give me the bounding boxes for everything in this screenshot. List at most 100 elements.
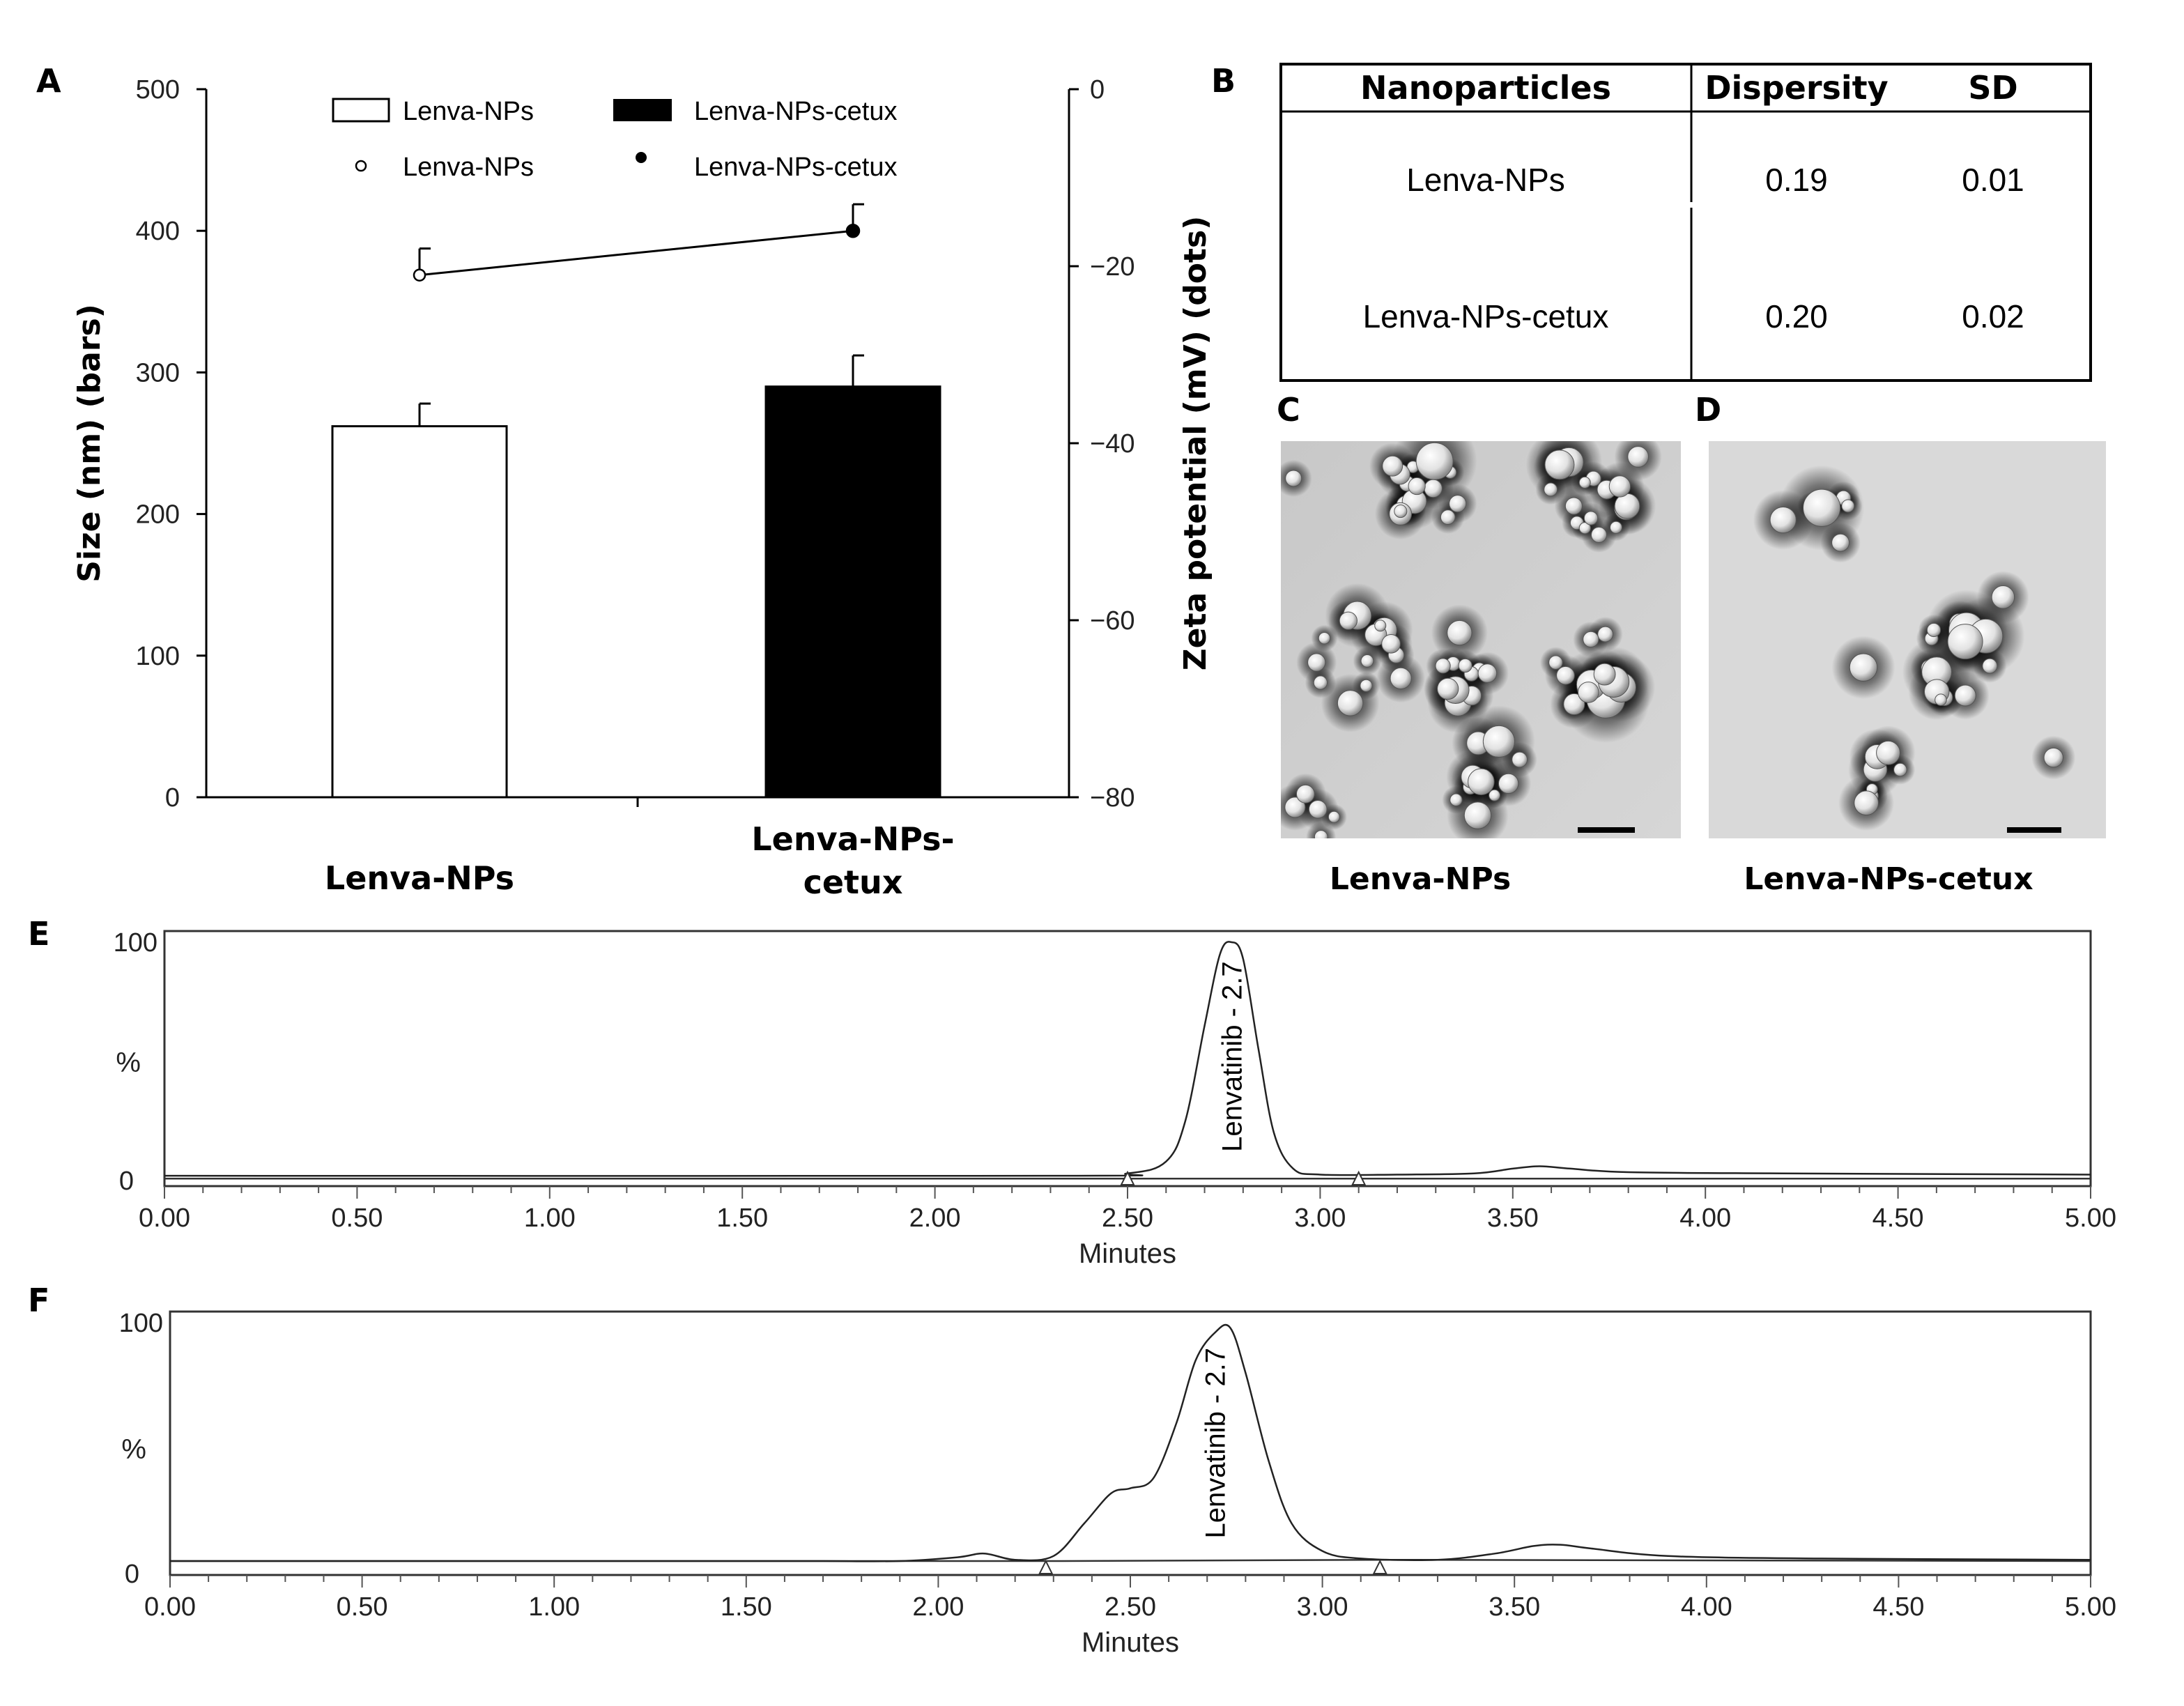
y-tick-label-100: 100 xyxy=(114,928,157,958)
particle xyxy=(1449,495,1467,513)
micrograph-lenva-nps-cetux xyxy=(1709,441,2106,838)
y-axis-title: % xyxy=(116,1047,141,1078)
particle xyxy=(1926,622,1941,638)
particle xyxy=(1449,793,1463,806)
particle xyxy=(1458,658,1472,673)
particle xyxy=(1556,666,1575,685)
integration-marker xyxy=(1120,1170,1135,1185)
particle xyxy=(1435,658,1451,674)
peak-label: Lenvatinib - 2.7 xyxy=(1217,961,1247,1152)
particle xyxy=(1394,505,1408,518)
particle xyxy=(1314,830,1328,838)
particle xyxy=(1437,677,1459,700)
particle xyxy=(1947,624,1983,660)
particle xyxy=(1328,810,1340,823)
x-tick-label: 4.00 xyxy=(1681,1592,1732,1622)
particle xyxy=(1854,790,1879,816)
x-tick-label: 4.50 xyxy=(1872,1204,1924,1233)
particle xyxy=(1477,663,1498,683)
table-cell-row2-dispersity: 0.20 xyxy=(1765,298,1828,335)
zeta-connector-line xyxy=(419,229,854,277)
scale-bar-d xyxy=(2007,827,2061,833)
x-tick-label: 3.00 xyxy=(1294,1204,1346,1233)
particle xyxy=(1489,789,1501,801)
particle xyxy=(1577,682,1599,703)
particle xyxy=(1482,725,1515,758)
table-header-nanoparticles: Nanoparticles xyxy=(1360,69,1611,107)
particle xyxy=(1295,784,1315,804)
y-tick-label-0: 0 xyxy=(125,1560,139,1589)
x-tick-label: 3.50 xyxy=(1489,1592,1540,1622)
panel-label-f: F xyxy=(28,1282,49,1319)
particle xyxy=(1982,658,1998,674)
particle xyxy=(1841,499,1855,513)
particle xyxy=(1578,522,1591,535)
right-y-tick-label: 0 xyxy=(1090,75,1105,105)
particle xyxy=(1390,667,1412,690)
particle xyxy=(1374,620,1387,632)
chromatogram-f: 0.00 0.50 1.00 1.50 2.00 2.50 3.00 3.50 4.00 4.50… xyxy=(119,1309,2116,1658)
table-header-dispersity: Dispersity xyxy=(1705,69,1888,107)
particle xyxy=(1803,489,1841,527)
table-cell-row1-sd: 0.01 xyxy=(1962,162,2024,198)
x-tick-label: 4.50 xyxy=(1872,1592,1924,1622)
particle xyxy=(1769,506,1797,534)
legend-label-filled-dot: Lenva-NPs-cetux xyxy=(694,153,897,182)
legend-swatch-filled-dot xyxy=(636,152,647,163)
x-tick-label: 3.50 xyxy=(1487,1204,1539,1233)
category-label-lenva-nps-cetux-line2: cetux xyxy=(803,863,903,901)
right-y-axis-title: Zeta potential (mV) (dots) xyxy=(1178,216,1213,671)
micrograph-lenva-nps xyxy=(1281,441,1681,838)
right-y-tick-label: −40 xyxy=(1090,429,1135,459)
particle xyxy=(1590,526,1608,543)
x-axis-title: Minutes xyxy=(1082,1627,1179,1658)
x-tick-label: 0.50 xyxy=(337,1592,388,1622)
particle xyxy=(1608,475,1631,498)
scale-bar-c xyxy=(1578,827,1635,833)
legend-swatch-open-dot xyxy=(355,160,367,172)
particle xyxy=(1415,442,1454,480)
chromatogram-e: 0.00 0.50 1.00 1.50 2.00 2.50 3.00 3.50 4.00 4.50… xyxy=(114,928,2116,1269)
x-axis-title: Minutes xyxy=(1079,1238,1176,1269)
category-label-lenva-nps: Lenva-NPs xyxy=(325,859,514,897)
peak-label: Lenvatinib - 2.7 xyxy=(1200,1348,1231,1539)
plot-frame xyxy=(163,930,2092,1188)
left-y-tick-label: 400 xyxy=(136,217,180,246)
particle xyxy=(1313,675,1328,690)
x-tick-label: 0.50 xyxy=(331,1204,383,1233)
legend-label-black-bar: Lenva-NPs-cetux xyxy=(694,97,897,126)
micrograph-caption-c: Lenva-NPs xyxy=(1330,861,1511,897)
particle xyxy=(1578,476,1591,489)
x-tick-label: 1.00 xyxy=(524,1204,576,1233)
particle xyxy=(1284,797,1306,818)
table-cell-row1-name: Lenva-NPs xyxy=(1406,162,1565,198)
plot-frame xyxy=(169,1310,2092,1576)
particle xyxy=(1609,521,1623,534)
particle xyxy=(1614,493,1640,519)
table-header-sd: SD xyxy=(1968,69,2017,107)
dispersity-table: Nanoparticles Dispersity SD Lenva-NPs 0.… xyxy=(1279,63,2092,382)
particle xyxy=(1382,455,1404,477)
table-cell-row2-sd: 0.02 xyxy=(1962,298,2024,335)
legend-label-open-dot: Lenva-NPs xyxy=(403,153,534,182)
particle xyxy=(1954,684,1976,707)
y-tick-label-0: 0 xyxy=(119,1167,134,1196)
chromatogram-trace xyxy=(164,941,2091,1177)
table-border xyxy=(1279,63,2092,382)
chromatogram-trace xyxy=(170,1323,2091,1562)
x-tick-label: 3.00 xyxy=(1297,1592,1348,1622)
category-label-lenva-nps-cetux-line1: Lenva-NPs- xyxy=(751,820,954,858)
particle xyxy=(1893,762,1907,777)
left-y-tick-label: 0 xyxy=(165,783,180,813)
particle xyxy=(1318,631,1331,645)
x-tick-label: 0.00 xyxy=(144,1592,196,1622)
left-y-tick-label: 500 xyxy=(136,75,180,105)
table-cell-row2-name: Lenva-NPs-cetux xyxy=(1363,298,1609,335)
particle xyxy=(1339,611,1358,630)
particle xyxy=(1308,799,1328,819)
particle xyxy=(1583,511,1599,525)
particle xyxy=(1593,663,1616,686)
panel-label-a: A xyxy=(36,62,61,100)
particle xyxy=(1424,479,1443,498)
x-tick-label: 2.50 xyxy=(1105,1592,1156,1622)
